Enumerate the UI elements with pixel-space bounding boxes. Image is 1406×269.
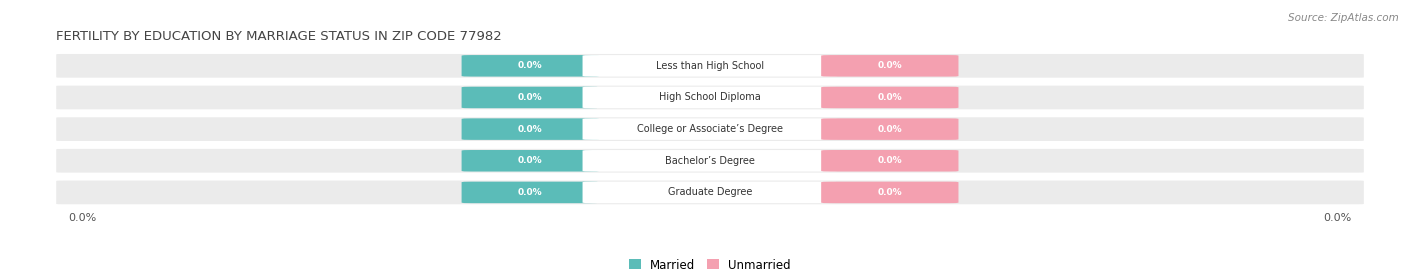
Text: Less than High School: Less than High School <box>657 61 763 71</box>
Text: College or Associate’s Degree: College or Associate’s Degree <box>637 124 783 134</box>
Text: 0.0%: 0.0% <box>877 93 903 102</box>
FancyBboxPatch shape <box>582 118 838 140</box>
FancyBboxPatch shape <box>821 87 959 108</box>
Legend: Married, Unmarried: Married, Unmarried <box>628 259 792 269</box>
Text: Source: ZipAtlas.com: Source: ZipAtlas.com <box>1288 13 1399 23</box>
Text: 0.0%: 0.0% <box>877 188 903 197</box>
FancyBboxPatch shape <box>821 55 959 77</box>
Text: 0.0%: 0.0% <box>877 61 903 70</box>
FancyBboxPatch shape <box>461 55 599 77</box>
FancyBboxPatch shape <box>582 87 838 108</box>
Text: 0.0%: 0.0% <box>517 93 543 102</box>
Text: 0.0%: 0.0% <box>517 188 543 197</box>
FancyBboxPatch shape <box>821 182 959 203</box>
FancyBboxPatch shape <box>582 55 838 77</box>
FancyBboxPatch shape <box>56 54 1364 78</box>
FancyBboxPatch shape <box>461 150 599 172</box>
FancyBboxPatch shape <box>821 150 959 172</box>
Text: Graduate Degree: Graduate Degree <box>668 187 752 197</box>
FancyBboxPatch shape <box>56 180 1364 204</box>
FancyBboxPatch shape <box>461 87 599 108</box>
FancyBboxPatch shape <box>56 117 1364 141</box>
FancyBboxPatch shape <box>56 86 1364 109</box>
Text: High School Diploma: High School Diploma <box>659 93 761 102</box>
Text: FERTILITY BY EDUCATION BY MARRIAGE STATUS IN ZIP CODE 77982: FERTILITY BY EDUCATION BY MARRIAGE STATU… <box>56 30 502 43</box>
FancyBboxPatch shape <box>461 118 599 140</box>
Text: 0.0%: 0.0% <box>517 61 543 70</box>
FancyBboxPatch shape <box>821 118 959 140</box>
Text: 0.0%: 0.0% <box>517 125 543 134</box>
FancyBboxPatch shape <box>56 149 1364 173</box>
Text: 0.0%: 0.0% <box>517 156 543 165</box>
Text: Bachelor’s Degree: Bachelor’s Degree <box>665 156 755 166</box>
FancyBboxPatch shape <box>582 182 838 203</box>
FancyBboxPatch shape <box>582 150 838 172</box>
Text: 0.0%: 0.0% <box>877 125 903 134</box>
Text: 0.0%: 0.0% <box>877 156 903 165</box>
FancyBboxPatch shape <box>461 182 599 203</box>
